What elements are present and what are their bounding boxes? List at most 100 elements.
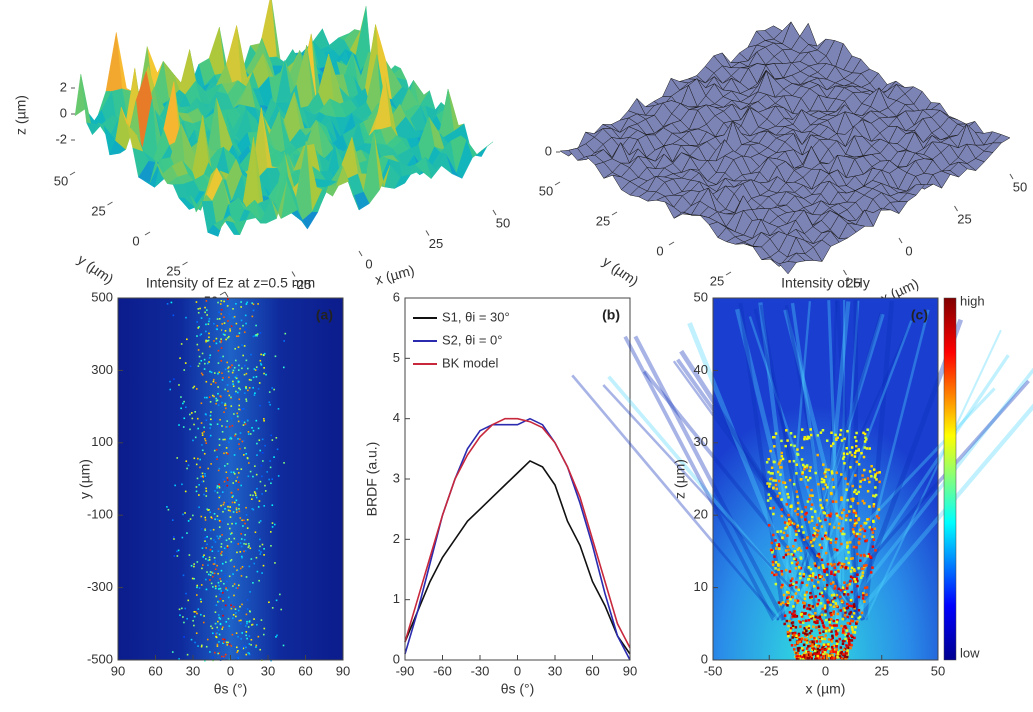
speckle (247, 652, 249, 654)
speckle (233, 511, 235, 513)
speckle (795, 626, 798, 629)
speckle (833, 605, 836, 608)
speckle (212, 550, 214, 552)
speckle (812, 647, 815, 650)
speckle (788, 620, 791, 623)
speckle (856, 461, 859, 464)
speckle (252, 582, 254, 584)
speckle (233, 606, 235, 608)
speckle (242, 441, 244, 443)
speckle (809, 469, 812, 472)
speckle (226, 539, 228, 541)
speckle (830, 572, 833, 575)
speckle (841, 527, 844, 530)
speckle (232, 495, 234, 497)
speckle (790, 432, 793, 435)
speckle (205, 547, 207, 549)
speckle (808, 625, 811, 628)
speckle (238, 656, 240, 658)
speckle (806, 641, 809, 644)
speckle (247, 390, 249, 392)
speckle (259, 382, 261, 384)
speckle (213, 379, 215, 381)
speckle (811, 643, 814, 646)
speckle (241, 538, 243, 540)
speckle (233, 566, 235, 568)
speckle (855, 440, 858, 443)
speckle (237, 489, 239, 491)
speckle (794, 510, 797, 513)
speckle (809, 641, 812, 644)
speckle (850, 599, 853, 602)
speckle (827, 469, 830, 472)
speckle (201, 584, 203, 586)
speckle (819, 576, 822, 579)
speckle (798, 638, 801, 641)
speckle (225, 369, 227, 371)
speckle (222, 626, 224, 628)
speckle (806, 607, 809, 610)
speckle (238, 477, 240, 479)
speckle (245, 647, 247, 649)
speckle (804, 506, 807, 509)
speckle (778, 492, 781, 495)
speckle (832, 651, 835, 654)
speckle (193, 625, 195, 627)
speckle (861, 612, 864, 615)
speckle (227, 477, 229, 479)
speckle (830, 583, 833, 586)
speckle (259, 550, 261, 552)
speckle (851, 557, 854, 560)
speckle (874, 486, 877, 489)
speckle (241, 604, 243, 606)
speckle (210, 411, 212, 413)
speckle (836, 471, 839, 474)
speckle (855, 514, 858, 517)
speckle (240, 301, 242, 303)
speckle (833, 594, 836, 597)
speckle (209, 354, 211, 356)
speckle (214, 490, 216, 492)
speckle (821, 620, 824, 623)
speckle (849, 647, 852, 650)
speckle (184, 608, 186, 610)
speckle (821, 525, 824, 528)
speckle (217, 573, 219, 575)
speckle (197, 308, 199, 310)
speckle (192, 578, 194, 580)
speckle (785, 549, 788, 552)
speckle (240, 620, 242, 622)
speckle (270, 467, 272, 469)
speckle (239, 448, 241, 450)
speckle (197, 645, 199, 647)
speckle (218, 629, 220, 631)
speckle (769, 483, 772, 486)
speckle (840, 496, 843, 499)
speckle (806, 537, 809, 540)
speckle (260, 360, 262, 362)
speckle (195, 437, 197, 439)
speckle (796, 448, 799, 451)
speckle (183, 622, 185, 624)
speckle (780, 586, 783, 589)
speckle (799, 625, 802, 628)
speckle (249, 566, 251, 568)
speckle (220, 360, 222, 362)
speckle (231, 471, 233, 473)
speckle (243, 454, 245, 456)
speckle (830, 513, 833, 516)
speckle (283, 462, 285, 464)
speckle (780, 440, 783, 443)
speckle (842, 628, 845, 631)
speckle (212, 395, 214, 397)
speckle (811, 545, 814, 548)
speckle (228, 538, 230, 540)
speckle (179, 357, 181, 359)
y-tick (220, 292, 225, 295)
speckle (202, 547, 204, 549)
speckle (211, 372, 213, 374)
speckle (171, 302, 173, 304)
speckle (793, 558, 796, 561)
speckle (206, 309, 208, 311)
speckle (204, 537, 206, 539)
